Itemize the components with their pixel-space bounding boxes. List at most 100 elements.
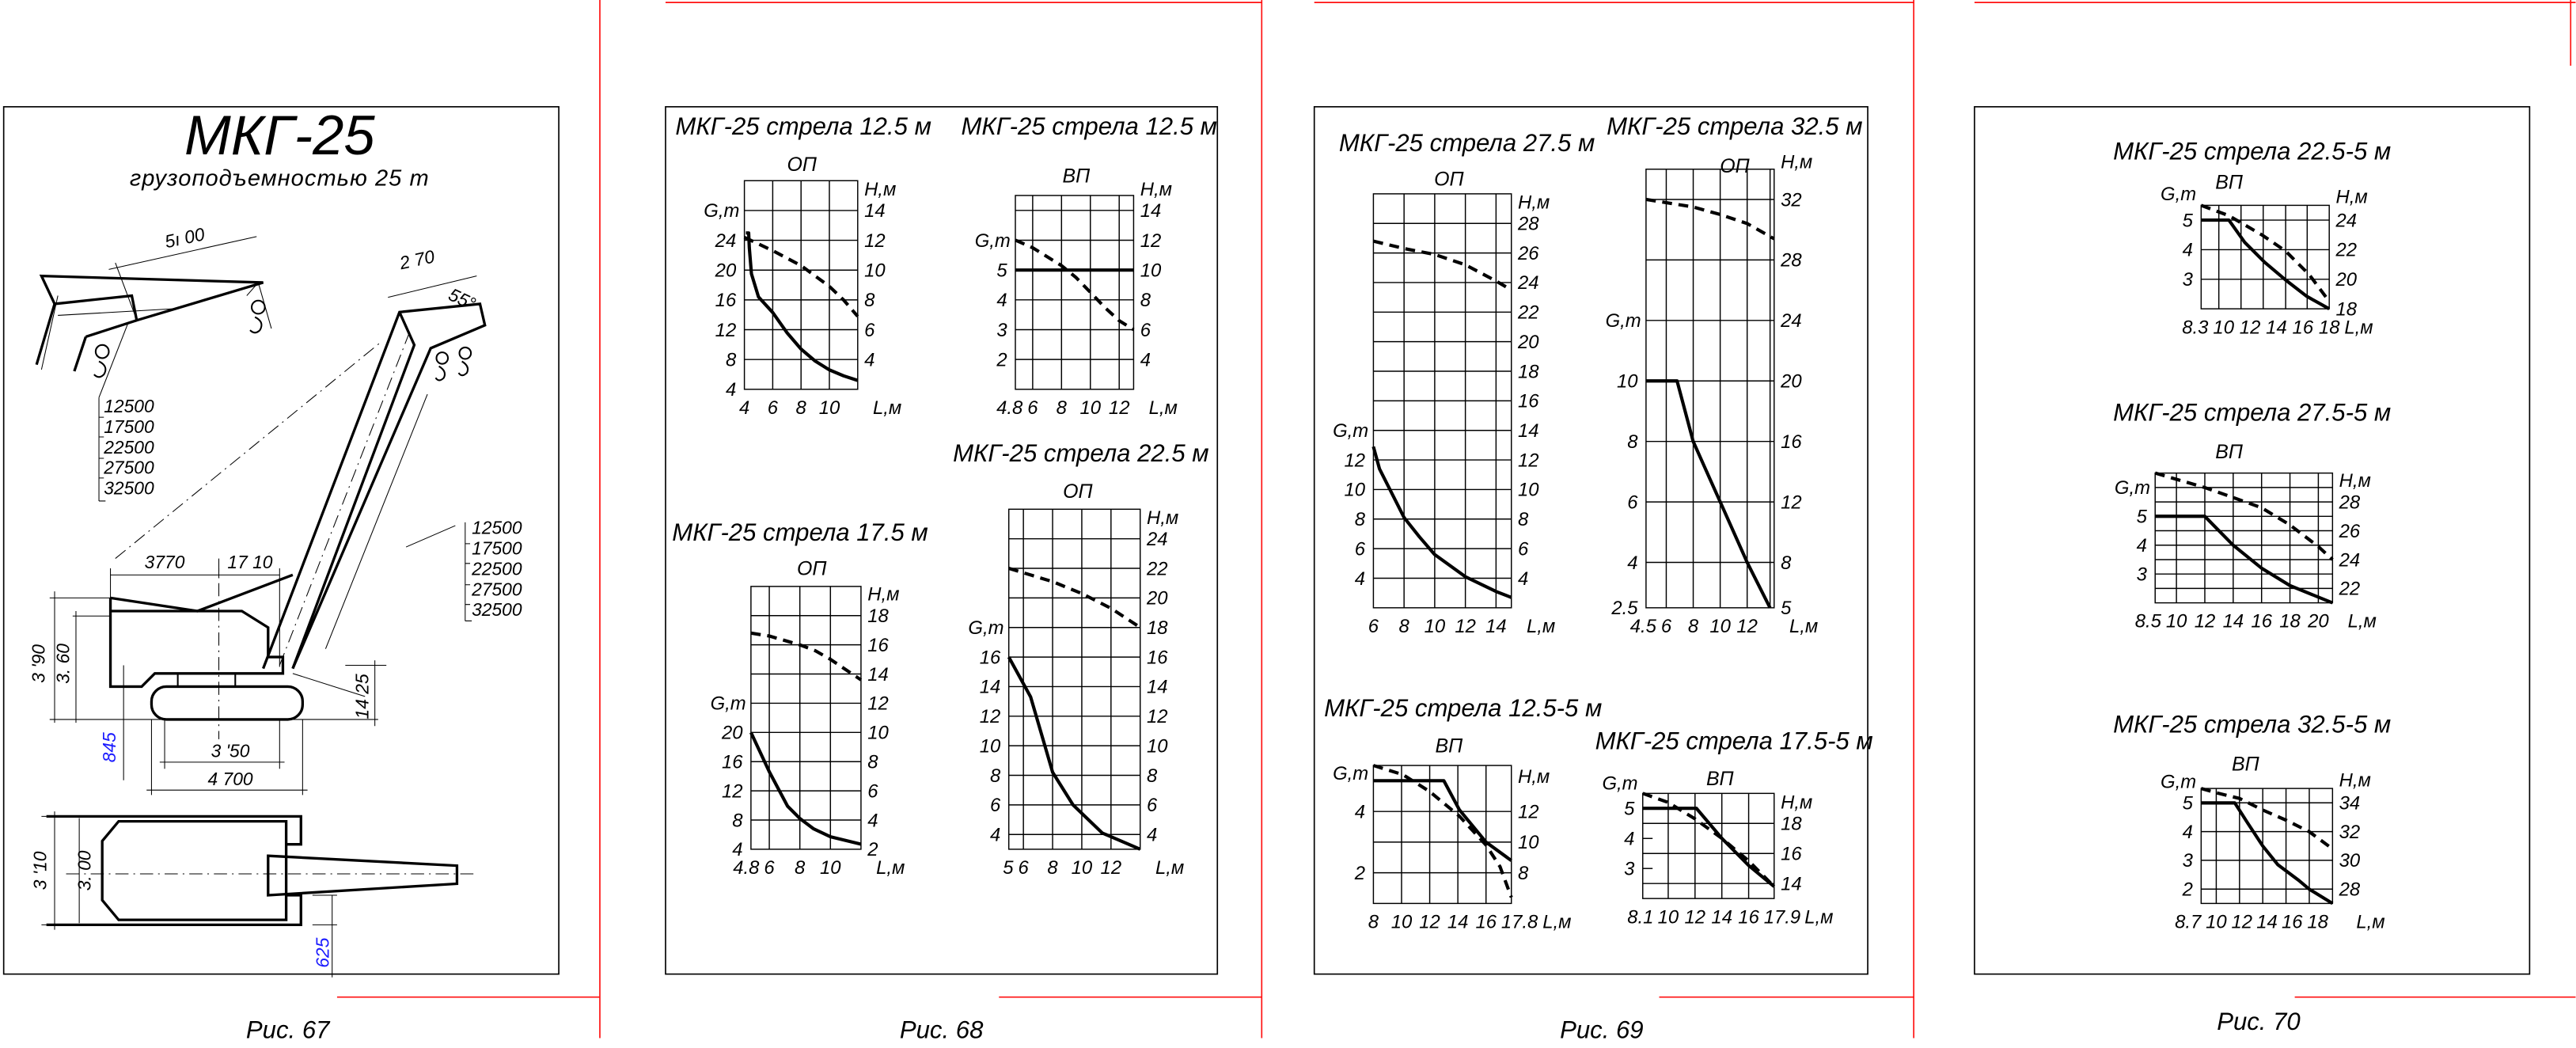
y-left-tick-label: 2.5 (1610, 598, 1638, 619)
x-tick-label: 17.9 (1764, 906, 1800, 928)
y-left-tick-label: 4 (990, 825, 1000, 846)
hook-height-curve (750, 631, 863, 682)
y-right-tick-label: 4 (1518, 568, 1528, 590)
y-left-axis-label: G,т (2161, 184, 2196, 205)
boom-path-line (115, 341, 382, 559)
x-tick-label: 10 (1658, 906, 1679, 928)
y-right-tick-label: 10 (867, 723, 889, 744)
crane-plan-view: 3 '10 3. 00 625 (30, 811, 477, 978)
x-tick-label: 10 (2206, 912, 2227, 933)
drawing-subtitle: грузоподъемностью 25 т (130, 166, 430, 192)
figure-caption: Рис. 67 (246, 1016, 331, 1044)
page-frame-68 (665, 106, 1219, 975)
y-right-tick-label: 22 (1146, 558, 1168, 579)
hook-height-curve (743, 235, 859, 318)
x-axis-label: L,м (2348, 611, 2377, 632)
dimension-label: 3770 (145, 552, 185, 572)
y-right-tick-label: 28 (1780, 250, 1802, 271)
x-tick-label: 12 (1109, 397, 1130, 419)
hook-icon (435, 351, 450, 365)
y-right-tick-label: 4 (1140, 349, 1151, 370)
y-right-axis-label: H,м (2336, 186, 2368, 207)
dimension-label: 17 10 (227, 552, 272, 572)
y-right-tick-label: 12 (867, 693, 889, 715)
x-tick-label: 17.8 (1501, 912, 1538, 933)
y-left-tick-label: 4 (732, 839, 742, 860)
y-right-tick-label: 10 (1518, 480, 1539, 501)
y-left-tick-label: 10 (980, 735, 1001, 757)
boom-outline (291, 311, 416, 670)
plot-frame (1645, 169, 1775, 609)
y-left-tick-label: 3 (2183, 269, 2194, 290)
x-tick-label: 6 (1027, 397, 1038, 419)
x-tick-label: 8.7 (2175, 912, 2202, 933)
y-right-tick-label: 12 (864, 230, 886, 252)
x-tick-label: 12 (2240, 317, 2261, 338)
y-right-tick-label: 12 (1147, 706, 1168, 727)
y-right-axis-label: H,м (1147, 507, 1178, 529)
y-left-tick-label: 8 (990, 765, 1001, 787)
load-capacity-curve (1645, 379, 1772, 609)
y-right-tick-label: 8 (864, 290, 875, 311)
y-right-tick-label: 14 (1140, 200, 1162, 222)
y-right-tick-label: 18 (1518, 361, 1539, 382)
y-right-tick-label: 24 (1780, 310, 1802, 332)
figure-caption: Рис. 70 (2217, 1008, 2301, 1035)
load-capacity-curve (2201, 218, 2331, 310)
jib-length-item: 22500 (103, 437, 154, 458)
x-tick-label: 12 (1455, 616, 1476, 637)
x-tick-label: 10 (1709, 616, 1731, 637)
x-axis-label: L,м (1542, 912, 1571, 933)
plan-boom (267, 854, 459, 897)
y-right-tick-label: 16 (1781, 431, 1802, 453)
load-capacity-curve (745, 231, 859, 382)
x-axis-label: L,м (1527, 616, 1555, 637)
y-right-tick-label: 2 (867, 839, 878, 860)
x-axis-label: L,м (876, 857, 905, 879)
x-axis-label: L,м (1149, 397, 1178, 419)
hook-icon (434, 365, 446, 382)
hook-height-curve (2200, 203, 2331, 303)
load-capacity-curve (1373, 779, 1512, 862)
y-left-tick-label: 3 (996, 320, 1007, 341)
dimension-label-highlighted: 625 (313, 937, 333, 967)
jib-outline (39, 274, 264, 322)
y-right-tick-label: 5 (1781, 598, 1792, 619)
y-left-tick-label: 2 (996, 349, 1007, 370)
y-left-axis-label: G,т (1606, 310, 1641, 332)
leader-line (98, 321, 129, 398)
y-left-tick-label: 4 (996, 290, 1007, 311)
y-right-tick-label: 8 (1147, 765, 1158, 787)
hook-height-curve (1015, 238, 1135, 332)
y-left-tick-label: 16 (715, 290, 737, 311)
chart-title: МКГ-25 стрела 32.5-5 м (2113, 711, 2391, 739)
chart-title: МКГ-25 стрела 22.5 м (953, 439, 1208, 467)
y-right-tick-label: 16 (1781, 844, 1802, 865)
y-left-tick-label: 4 (726, 379, 736, 401)
chart-mode-label: ОП (1434, 169, 1464, 191)
x-tick-label: 8 (1399, 616, 1410, 637)
crawler-track (150, 685, 305, 721)
y-right-tick-label: 22 (1517, 302, 1539, 324)
x-tick-label: 16 (2251, 611, 2272, 632)
chart-mode-label: ОП (1720, 155, 1750, 177)
plan-outline (46, 814, 302, 927)
y-right-tick-label: 6 (1518, 538, 1529, 560)
y-left-tick-label: 10 (1344, 480, 1365, 501)
x-tick-label: 8 (1368, 912, 1379, 933)
boom-extension-line (324, 393, 428, 649)
figure-captions: Рис. 67 Рис. 68 Рис. 69 Рис. 70 (246, 1008, 2301, 1043)
y-right-axis-label: H,м (867, 583, 899, 605)
load-capacity-curve (2201, 801, 2334, 906)
x-tick-label: 10 (819, 397, 840, 419)
crane-side-view: 3770 17 10 3 '90 3. 60 845 14 25 3 '50 4… (28, 552, 387, 795)
y-left-tick-label: 4 (1624, 829, 1634, 850)
hook-height-curve (1645, 197, 1775, 241)
x-tick-label: 12 (1685, 906, 1706, 928)
y-left-tick-label: 2 (1354, 863, 1365, 884)
dimension-label-highlighted: 845 (99, 732, 120, 762)
